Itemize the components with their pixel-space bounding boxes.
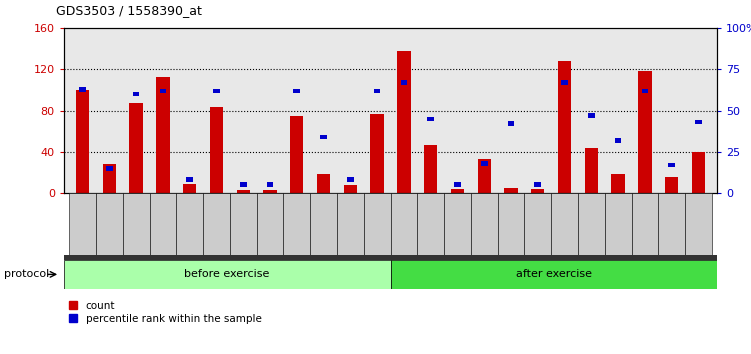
Bar bbox=[444, 193, 471, 255]
Bar bbox=[363, 193, 391, 255]
Bar bbox=[391, 193, 418, 255]
Bar bbox=[397, 51, 411, 193]
Bar bbox=[310, 193, 337, 255]
Bar bbox=[129, 103, 143, 193]
Bar bbox=[400, 80, 407, 85]
Bar bbox=[481, 161, 487, 166]
Bar bbox=[230, 193, 257, 255]
Bar bbox=[203, 193, 230, 255]
Bar bbox=[317, 175, 330, 193]
Bar bbox=[427, 116, 434, 121]
Bar bbox=[391, 260, 717, 289]
Bar bbox=[213, 88, 220, 93]
Bar bbox=[69, 193, 96, 255]
Bar bbox=[267, 182, 273, 187]
Bar bbox=[210, 107, 223, 193]
Bar bbox=[588, 113, 595, 118]
Bar bbox=[692, 152, 705, 193]
Bar bbox=[186, 177, 193, 182]
Bar bbox=[524, 193, 551, 255]
Bar bbox=[695, 120, 701, 125]
Bar bbox=[159, 88, 166, 93]
Bar bbox=[615, 138, 622, 143]
Text: after exercise: after exercise bbox=[516, 269, 592, 279]
Bar bbox=[320, 135, 327, 139]
Bar bbox=[264, 190, 276, 193]
Bar bbox=[183, 184, 196, 193]
Bar bbox=[585, 148, 598, 193]
Bar bbox=[632, 193, 659, 255]
Bar bbox=[96, 193, 122, 255]
Bar bbox=[176, 193, 203, 255]
Bar bbox=[578, 193, 605, 255]
Bar bbox=[149, 193, 176, 255]
Bar bbox=[64, 255, 717, 260]
Bar bbox=[605, 193, 632, 255]
Text: protocol: protocol bbox=[4, 269, 49, 279]
Bar bbox=[80, 87, 86, 92]
Bar bbox=[424, 144, 437, 193]
Bar bbox=[668, 162, 675, 167]
Bar bbox=[478, 159, 491, 193]
Bar bbox=[156, 77, 170, 193]
Bar bbox=[659, 193, 685, 255]
Text: GDS3503 / 1558390_at: GDS3503 / 1558390_at bbox=[56, 4, 202, 17]
Bar bbox=[498, 193, 524, 255]
Bar bbox=[551, 193, 578, 255]
Bar bbox=[505, 188, 517, 193]
Bar bbox=[418, 193, 444, 255]
Bar bbox=[451, 189, 464, 193]
Bar bbox=[64, 260, 391, 289]
Bar bbox=[558, 61, 572, 193]
Bar bbox=[103, 164, 116, 193]
Bar bbox=[531, 189, 544, 193]
Bar bbox=[611, 175, 625, 193]
Bar bbox=[561, 80, 568, 85]
Legend: count, percentile rank within the sample: count, percentile rank within the sample bbox=[69, 301, 261, 324]
Bar bbox=[122, 193, 149, 255]
Bar bbox=[290, 116, 303, 193]
Bar bbox=[641, 88, 648, 93]
Bar bbox=[76, 90, 89, 193]
Bar bbox=[370, 114, 384, 193]
Bar bbox=[257, 193, 283, 255]
Bar bbox=[685, 193, 712, 255]
Bar bbox=[508, 121, 514, 126]
Bar bbox=[283, 193, 310, 255]
Bar bbox=[237, 190, 250, 193]
Bar bbox=[240, 182, 246, 187]
Text: before exercise: before exercise bbox=[185, 269, 270, 279]
Bar bbox=[337, 193, 363, 255]
Bar bbox=[665, 177, 678, 193]
Bar bbox=[347, 177, 354, 182]
Bar bbox=[106, 166, 113, 171]
Bar bbox=[638, 70, 652, 193]
Bar bbox=[471, 193, 498, 255]
Bar bbox=[344, 185, 357, 193]
Bar bbox=[374, 88, 381, 93]
Bar bbox=[133, 92, 140, 97]
Bar bbox=[535, 182, 541, 187]
Bar bbox=[454, 182, 461, 187]
Bar bbox=[294, 88, 300, 93]
